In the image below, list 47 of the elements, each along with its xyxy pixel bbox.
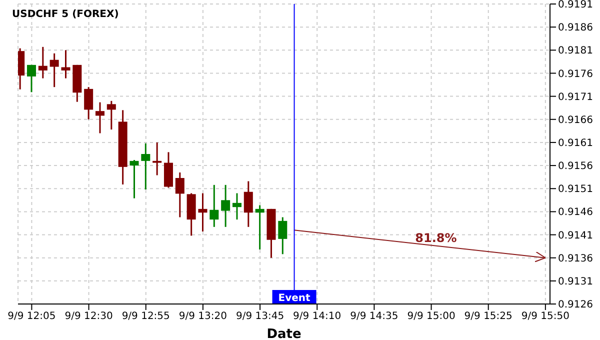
- y-tick-label: 0.9126: [558, 300, 593, 311]
- ref-line-label: Event: [278, 293, 311, 304]
- candlestick: [152, 142, 162, 176]
- x-tick-label: 9/9 14:10: [293, 311, 342, 322]
- y-tick-label: 0.9191: [558, 0, 593, 11]
- y-tick-label: 0.9161: [558, 138, 593, 150]
- x-tick-label: 9/9 12:05: [8, 311, 56, 322]
- candlestick: [106, 100, 116, 130]
- y-tick-label: 0.9171: [558, 92, 593, 103]
- y-tick-label: 0.9146: [558, 207, 593, 218]
- candlestick: [26, 64, 36, 93]
- candlestick: [50, 52, 59, 88]
- y-tick-label: 0.9131: [558, 276, 593, 288]
- candlestick: [164, 151, 173, 188]
- candlestick: [210, 184, 219, 228]
- candlestick: [130, 159, 139, 200]
- candlestick: [278, 216, 288, 255]
- x-tick-label: 9/9 15:50: [521, 311, 570, 322]
- candlestick: [232, 192, 242, 220]
- x-tick-label: 9/9 13:20: [178, 311, 227, 322]
- y-tick-label: 0.9141: [558, 230, 593, 242]
- candlestick: [221, 184, 230, 228]
- y-tick-label: 0.9176: [558, 68, 593, 80]
- annotation: 81.8%: [415, 231, 457, 245]
- y-tick-label: 0.9166: [558, 114, 593, 126]
- x-axis-title: Date: [266, 327, 302, 340]
- y-tick-label: 0.9136: [558, 253, 593, 264]
- x-tick-label: 9/9 12:55: [122, 311, 170, 322]
- candlestick: [95, 102, 104, 134]
- x-tick-label: 9/9 13:45: [236, 311, 284, 322]
- y-tick-label: 0.9156: [558, 161, 593, 172]
- x-tick-label: 9/9 12:30: [64, 311, 113, 322]
- candlestick: [244, 180, 253, 228]
- x-tick-label: 9/9 15:25: [464, 311, 512, 322]
- y-tick-label: 0.9181: [558, 46, 593, 57]
- candlestick: [141, 142, 150, 190]
- candlestick: [255, 204, 264, 250]
- text: USDCHF 5 (FOREX): [12, 9, 119, 20]
- candlestick: [198, 192, 208, 232]
- candlestick: [61, 49, 70, 80]
- candlestick: [84, 86, 94, 120]
- y-tick-label: 0.9186: [558, 22, 593, 34]
- y-tick-label: 0.9151: [558, 184, 593, 196]
- x-tick-label: 9/9 15:00: [407, 311, 456, 322]
- candlestick: [38, 46, 48, 80]
- candlestick: [175, 172, 184, 218]
- x-tick-label: 9/9 14:35: [350, 311, 398, 322]
